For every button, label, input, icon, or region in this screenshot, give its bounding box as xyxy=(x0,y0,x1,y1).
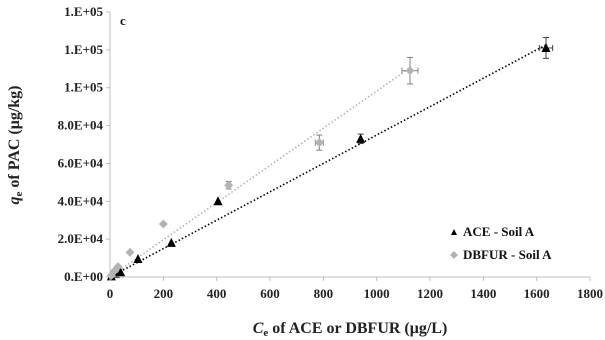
x-axis-var: C xyxy=(253,320,264,337)
error-bars xyxy=(225,37,554,190)
dbfur-point xyxy=(314,138,324,148)
ace-point xyxy=(133,254,143,264)
legend-label-dbfur: DBFUR - Soil A xyxy=(463,247,552,262)
legend-label-ace: ACE - Soil A xyxy=(463,224,535,239)
dbfur-point xyxy=(224,180,234,190)
y-axis-main: of PAC (μg/kg) xyxy=(6,86,23,188)
ace-point xyxy=(213,196,223,206)
ace-point xyxy=(541,42,551,52)
y-axis-var: q xyxy=(6,196,23,204)
dbfur-point xyxy=(158,219,168,229)
x-tick-label: 200 xyxy=(154,286,174,301)
dbfur-trendline xyxy=(109,66,412,278)
ace-point xyxy=(166,237,176,247)
legend-diamond-marker xyxy=(450,251,458,259)
ace-point xyxy=(356,133,366,143)
x-tick-label: 1800 xyxy=(577,286,603,301)
y-tick-label: 6.0E+04 xyxy=(58,155,104,170)
dbfur-point xyxy=(125,247,135,257)
legend-item-ace: ACE - Soil A xyxy=(451,224,535,239)
y-tick-label: 0.E+00 xyxy=(64,269,103,284)
x-tick-labels: 0 200 400 600 800 1000 1200 1400 1600 1800 xyxy=(107,286,603,301)
y-tick-labels: 0.E+00 2.0E+04 4.0E+04 6.0E+04 8.0E+04 1.E+05… xyxy=(58,4,104,284)
dbfur-point xyxy=(405,66,415,76)
legend-triangle-marker xyxy=(451,229,457,235)
legend-item-dbfur: DBFUR - Soil A xyxy=(450,247,552,262)
dbfur-point xyxy=(113,262,123,272)
y-tick-label: 1.E+05 xyxy=(64,42,103,57)
ace-trendline xyxy=(109,43,548,278)
x-tick-label: 1600 xyxy=(524,286,550,301)
x-axis-title: Ce of ACE or DBFUR (μg/L) xyxy=(253,320,448,339)
y-tick-label: 4.0E+04 xyxy=(58,193,104,208)
y-tick-label: 1.E+05 xyxy=(64,80,103,95)
x-tick-label: 1200 xyxy=(417,286,443,301)
x-tick-label: 1400 xyxy=(470,286,496,301)
x-tick-label: 1000 xyxy=(364,286,390,301)
axes xyxy=(106,11,591,281)
x-tick-label: 600 xyxy=(260,286,280,301)
x-tick-label: 800 xyxy=(314,286,334,301)
x-tick-label: 0 xyxy=(107,286,114,301)
data-points xyxy=(106,42,551,281)
ace-point xyxy=(116,267,126,277)
panel-label: c xyxy=(120,13,126,28)
y-tick-label: 2.0E+04 xyxy=(58,231,104,246)
x-axis-main: of ACE or DBFUR (μg/L) xyxy=(272,320,447,337)
x-axis-sub: e xyxy=(263,327,268,339)
legend: ACE - Soil A DBFUR - Soil A xyxy=(450,224,552,262)
y-tick-label: 8.0E+04 xyxy=(58,118,104,133)
y-tick-label: 1.E+05 xyxy=(64,4,103,19)
trendlines xyxy=(109,43,548,278)
y-axis-sub: e xyxy=(13,191,25,196)
x-tick-label: 400 xyxy=(207,286,227,301)
y-axis-title: qe of PAC (μg/kg) xyxy=(6,86,25,205)
